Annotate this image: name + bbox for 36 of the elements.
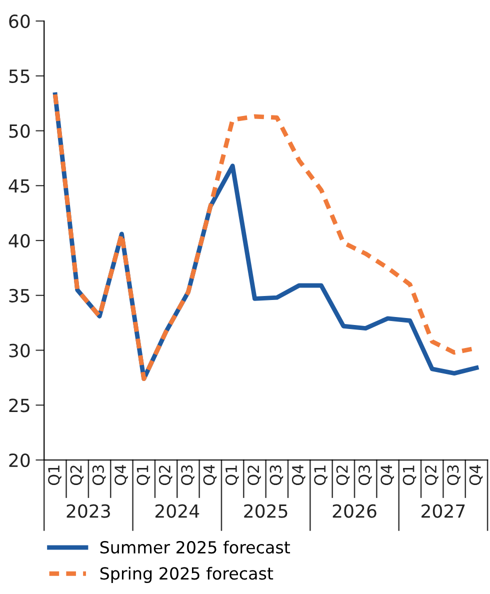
x-tick-label: Q4 — [203, 465, 217, 486]
x-tick-label: Q3 — [270, 465, 284, 486]
y-tick-label: 30 — [9, 344, 30, 358]
text: 2025 — [244, 504, 288, 518]
y-tick-label: 55 — [9, 70, 30, 84]
x-tick-label: Q3 — [92, 465, 106, 486]
y-tick-label: 20 — [9, 453, 30, 468]
x-tick-label: Q1 — [136, 466, 150, 486]
x-tick-label: Q1 — [314, 466, 328, 486]
x-tick-label: Q2 — [424, 466, 438, 486]
y-tick-label: 35 — [9, 288, 30, 302]
y-tick-label: 50 — [9, 124, 30, 138]
x-tick-label: Q3 — [447, 465, 460, 486]
x-tick-label: Q2 — [248, 466, 261, 486]
x-tick-label: Q3 — [181, 465, 194, 486]
legend-label: Summer 2025 forecast — [100, 540, 290, 554]
x-tick-label: Q1 — [225, 466, 239, 486]
y-tick-label: 45 — [8, 179, 30, 193]
x-tick-label: Q4 — [380, 465, 394, 486]
x-tick-label: Q2 — [70, 466, 84, 486]
text: 2027 — [422, 504, 465, 518]
y-tick-label: 60 — [9, 14, 30, 28]
y-tick-label: 40 — [8, 234, 30, 248]
x-tick-label: Q4 — [114, 465, 128, 486]
x-tick-label: Q2 — [336, 466, 350, 486]
x-tick-label: Q3 — [358, 465, 372, 486]
y-tick-label: 25 — [9, 398, 30, 412]
x-tick-label: Q2 — [158, 466, 172, 486]
x-tick-label: Q1 — [402, 466, 416, 486]
x-tick-label: Q4 — [469, 465, 483, 486]
text: 2026 — [332, 504, 376, 518]
legend-label: Spring 2025 forecast — [100, 566, 274, 583]
text: 2023 — [66, 504, 110, 518]
text: 2024 — [155, 504, 200, 518]
x-tick-label: Q1 — [48, 466, 62, 486]
x-tick-label: Q4 — [292, 465, 306, 486]
